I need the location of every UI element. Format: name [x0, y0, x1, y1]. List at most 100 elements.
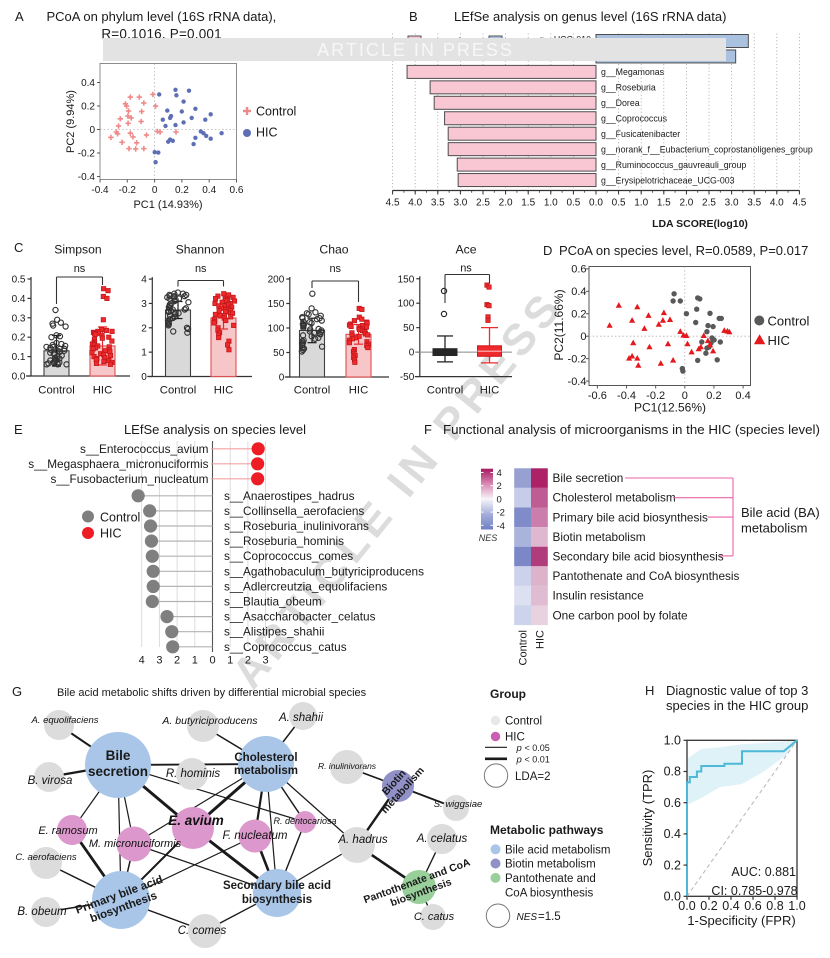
svg-text:0.2: 0.2 [12, 333, 26, 344]
svg-text:-0.2: -0.2 [119, 185, 137, 196]
svg-text:100: 100 [398, 299, 415, 310]
svg-text:s__Coprococcus_comes: s__Coprococcus_comes [224, 549, 353, 563]
svg-text:Pantothenate and: Pantothenate and [505, 873, 596, 885]
svg-text:p: p [516, 755, 522, 766]
svg-text:ns: ns [74, 263, 86, 275]
svg-text:Sensitivity (TPR): Sensitivity (TPR) [640, 770, 655, 867]
svg-text:Cholesterol metabolism: Cholesterol metabolism [553, 491, 676, 505]
svg-text:Insulin resistance: Insulin resistance [553, 589, 645, 603]
svg-text:s__Enterococcus_avium: s__Enterococcus_avium [80, 442, 209, 456]
svg-text:H: H [645, 683, 654, 698]
svg-text:0.5: 0.5 [12, 275, 26, 286]
svg-text:2.0: 2.0 [679, 198, 693, 209]
svg-text:150: 150 [398, 274, 415, 285]
svg-text:0.2: 0.2 [175, 185, 189, 196]
svg-text:B. obeum: B. obeum [17, 906, 67, 918]
svg-text:Bile acid metabolic shifts dri: Bile acid metabolic shifts driven by dif… [57, 687, 367, 699]
svg-text:2: 2 [497, 481, 502, 492]
svg-text:0.6: 0.6 [744, 899, 761, 913]
svg-text:0.0: 0.0 [678, 899, 695, 913]
svg-text:s__Roseburia_inulinivorans: s__Roseburia_inulinivorans [224, 519, 369, 533]
svg-text:LEfSe analysis on genus level: LEfSe analysis on genus level (16S rRNA … [454, 9, 726, 24]
svg-text:B. virosa: B. virosa [28, 775, 73, 787]
svg-text:HIC: HIC [535, 630, 547, 649]
svg-text:4.5: 4.5 [792, 198, 806, 209]
svg-text:Cholesterol: Cholesterol [234, 752, 297, 764]
svg-text:-0.4: -0.4 [91, 185, 109, 196]
svg-text:Bile: Bile [106, 748, 131, 763]
svg-text:200: 200 [268, 275, 285, 286]
svg-text:-2: -2 [497, 508, 505, 519]
svg-text:s__Fusobacterium_nucleatum: s__Fusobacterium_nucleatum [50, 472, 208, 486]
svg-text:0: 0 [497, 494, 502, 505]
svg-text:A. shahii: A. shahii [278, 712, 324, 724]
svg-text:Control: Control [518, 630, 530, 665]
svg-text:0.6: 0.6 [230, 185, 244, 196]
svg-text:3: 3 [141, 299, 147, 310]
svg-text:0.4: 0.4 [81, 78, 95, 89]
svg-text:Bile secretion: Bile secretion [553, 471, 624, 485]
svg-text:0.2: 0.2 [81, 102, 95, 113]
svg-text:2: 2 [174, 655, 180, 667]
svg-text:NES: NES [479, 533, 498, 543]
svg-text:-0.6: -0.6 [588, 390, 607, 402]
svg-text:Bile acid (BA): Bile acid (BA) [741, 505, 820, 520]
svg-text:PC1(12.56%): PC1(12.56%) [634, 401, 706, 415]
svg-text:Control: Control [294, 385, 330, 397]
svg-text:1: 1 [141, 348, 147, 359]
svg-text:0.2: 0.2 [571, 309, 586, 321]
svg-text:0.8: 0.8 [664, 765, 681, 779]
svg-text:s__Adlercreutzia_equolifaciens: s__Adlercreutzia_equolifaciens [224, 579, 387, 593]
svg-text:s__Alistipes_shahii: s__Alistipes_shahii [224, 625, 324, 639]
svg-text:2: 2 [245, 655, 251, 667]
svg-text:3.5: 3.5 [431, 198, 445, 209]
svg-text:PC2 (9.94%): PC2 (9.94%) [65, 90, 77, 153]
svg-text:ARTICLE IN PRESS: ARTICLE IN PRESS [317, 40, 514, 60]
svg-text:R. hominis: R. hominis [166, 768, 221, 780]
svg-text:4: 4 [141, 275, 147, 286]
svg-text:R. dentocariosa: R. dentocariosa [273, 816, 336, 826]
svg-text:R. inulinivorans: R. inulinivorans [318, 761, 377, 771]
svg-text:Group: Group [490, 687, 526, 701]
svg-text:0.3: 0.3 [12, 313, 26, 324]
svg-text:0: 0 [409, 348, 415, 359]
svg-text:0.4: 0.4 [735, 390, 750, 402]
svg-text:CI: 0.785-0.978: CI: 0.785-0.978 [711, 884, 797, 898]
svg-text:HIC: HIC [93, 385, 112, 397]
svg-text:4.0: 4.0 [408, 198, 422, 209]
svg-text:Diagnostic value of top 3: Diagnostic value of top 3 [666, 683, 808, 698]
svg-text:0: 0 [682, 390, 688, 402]
svg-text:Functional analysis of microor: Functional analysis of microorganisms in… [443, 422, 820, 437]
svg-text:0.4: 0.4 [202, 185, 216, 196]
svg-text:PC1 (14.93%): PC1 (14.93%) [133, 199, 202, 211]
svg-text:0.6: 0.6 [571, 264, 586, 276]
svg-text:HIC: HIC [505, 732, 525, 744]
svg-text:S. wiggsiae: S. wiggsiae [434, 799, 483, 810]
svg-text:1: 1 [192, 655, 198, 667]
svg-text:-0.2: -0.2 [78, 149, 96, 160]
svg-text:0.2: 0.2 [700, 899, 717, 913]
svg-text:0: 0 [279, 373, 285, 384]
svg-text:0: 0 [152, 185, 158, 196]
svg-text:Control: Control [160, 385, 196, 397]
svg-text:Control: Control [768, 314, 810, 329]
svg-text:A: A [15, 9, 24, 24]
svg-text:ns: ns [195, 263, 207, 275]
svg-text:LDA SCORE(log10): LDA SCORE(log10) [652, 218, 748, 230]
svg-text:Bile acid metabolism: Bile acid metabolism [505, 845, 610, 857]
svg-text:3: 3 [156, 655, 162, 667]
svg-text:Shannon: Shannon [176, 243, 225, 257]
svg-text:1: 1 [227, 655, 233, 667]
svg-text:0: 0 [89, 125, 95, 136]
svg-text:metabolism: metabolism [234, 765, 298, 777]
svg-text:0.2: 0.2 [664, 858, 681, 872]
svg-text:ns: ns [329, 263, 341, 275]
svg-text:ns: ns [460, 263, 472, 275]
svg-text:R=0.1016, P=0.001: R=0.1016, P=0.001 [101, 27, 222, 42]
svg-text:0.4: 0.4 [571, 286, 586, 298]
svg-text:3.0: 3.0 [453, 198, 467, 209]
svg-text:C: C [14, 240, 23, 255]
svg-text:0.0: 0.0 [12, 372, 26, 383]
svg-text:2.5: 2.5 [476, 198, 490, 209]
svg-text:Chao: Chao [319, 243, 348, 257]
